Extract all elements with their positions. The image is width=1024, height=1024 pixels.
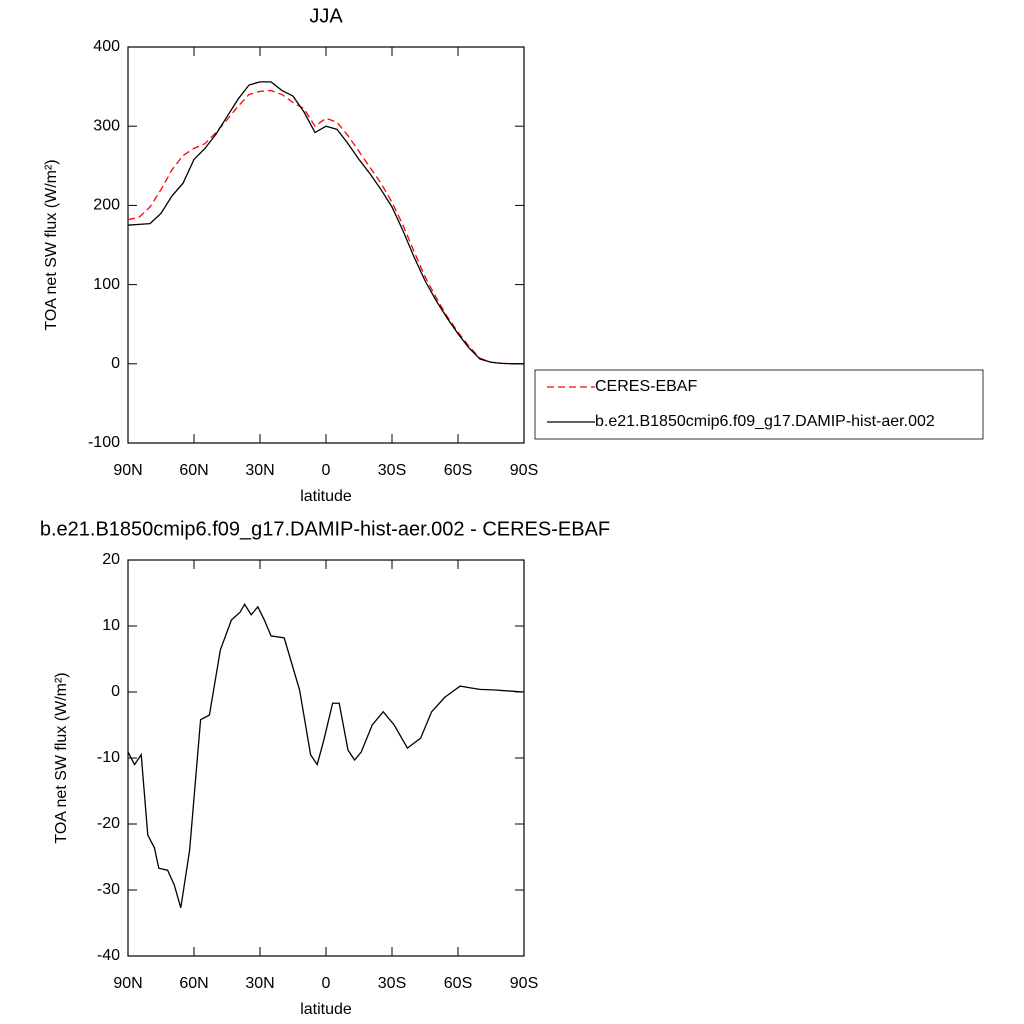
y-tick-label: 100 [93, 276, 120, 293]
plot-frame [127, 559, 525, 957]
data-line [127, 89, 524, 365]
x-tick-label: 90S [510, 975, 538, 992]
y-tick-label: -30 [97, 881, 120, 898]
legend-label: CERES-EBAF [595, 378, 697, 395]
x-tick-label: 60N [179, 462, 208, 479]
x-tick-label: 90S [510, 462, 538, 479]
y-tick-label: -20 [97, 815, 120, 832]
y-tick-label: 400 [93, 38, 120, 55]
chart-title: b.e21.B1850cmip6.f09_g17.DAMIP-hist-aer.… [40, 518, 610, 540]
x-axis-label: latitude [300, 1001, 352, 1018]
y-axis-label: TOA net SW flux (W/m²) [53, 672, 70, 843]
y-tick-label: 20 [102, 551, 120, 568]
x-tick-label: 30N [245, 975, 274, 992]
y-axis-label: TOA net SW flux (W/m²) [43, 159, 60, 330]
x-tick-label: 0 [322, 975, 331, 992]
y-tick-label: -100 [88, 434, 120, 451]
y-tick-label: 0 [111, 683, 120, 700]
legend-label: b.e21.B1850cmip6.f09_g17.DAMIP-hist-aer.… [595, 413, 935, 430]
x-tick-label: 30S [378, 975, 406, 992]
x-axis-label: latitude [300, 488, 352, 505]
plot-frame [127, 46, 525, 444]
legend-box [534, 369, 984, 440]
y-tick-label: -40 [97, 947, 120, 964]
y-tick-label: 200 [93, 197, 120, 214]
x-tick-label: 60S [444, 975, 472, 992]
y-tick-label: 0 [111, 355, 120, 372]
x-tick-label: 90N [113, 462, 142, 479]
data-line [127, 602, 525, 908]
x-tick-label: 60S [444, 462, 472, 479]
x-tick-label: 30N [245, 462, 274, 479]
chart-title: JJA [309, 5, 343, 27]
x-tick-label: 0 [322, 462, 331, 479]
y-tick-label: -10 [97, 749, 120, 766]
y-tick-label: 10 [102, 617, 120, 634]
data-line [127, 81, 524, 365]
y-tick-label: 300 [93, 117, 120, 134]
x-tick-label: 30S [378, 462, 406, 479]
x-tick-label: 90N [113, 975, 142, 992]
x-tick-label: 60N [179, 975, 208, 992]
